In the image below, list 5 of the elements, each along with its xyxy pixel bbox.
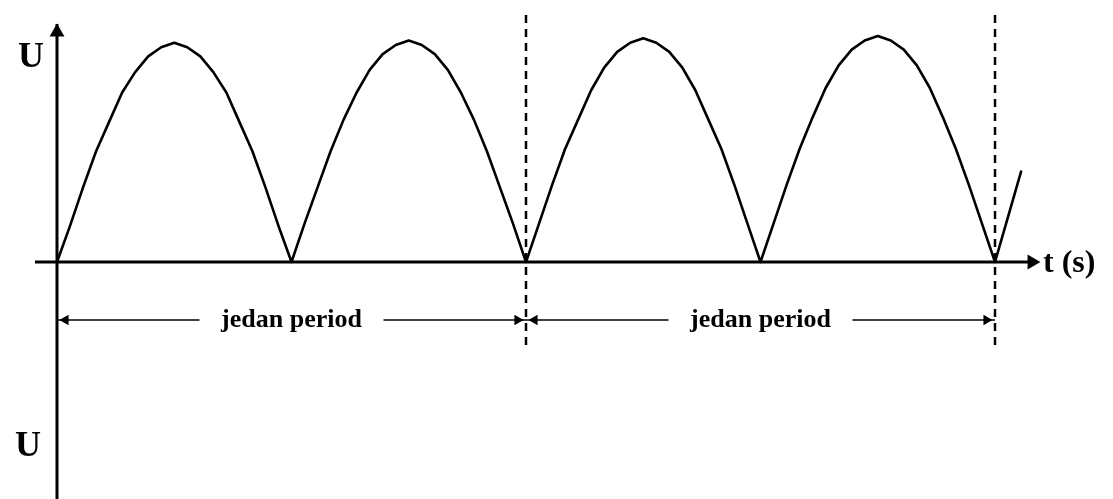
text: jedan period: [689, 304, 832, 333]
text: jedan period: [220, 304, 363, 333]
x-axis-title: t (s): [1043, 243, 1096, 279]
text: U: [15, 424, 41, 464]
y-axis-title: U: [18, 35, 44, 75]
